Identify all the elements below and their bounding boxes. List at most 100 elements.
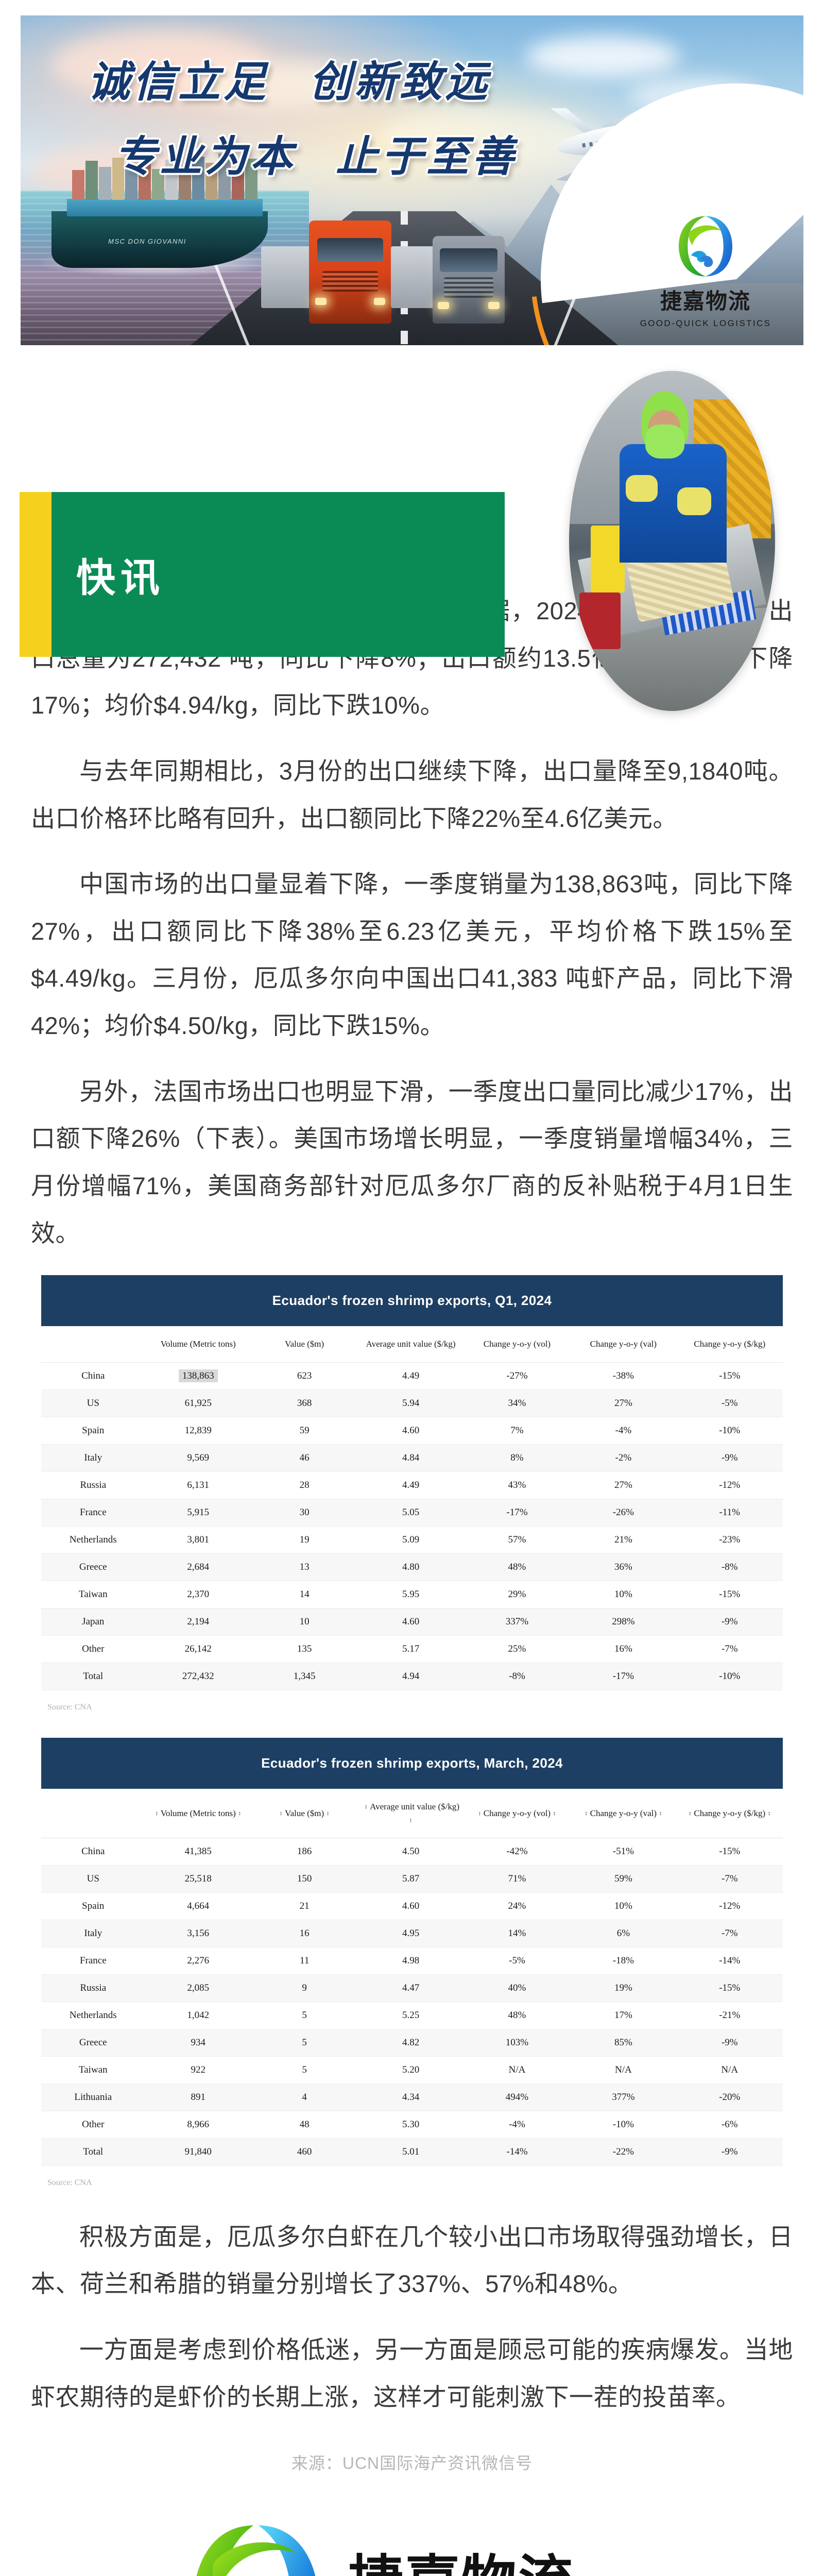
table-cell: 5 bbox=[251, 2029, 358, 2057]
table-cell: 91,840 bbox=[145, 2138, 251, 2166]
table-cell: 5.01 bbox=[357, 2138, 464, 2166]
table-row: Other 26,142 135 5.17 25% 16% -7% bbox=[41, 1635, 783, 1663]
table-cell-market: Japan bbox=[41, 1608, 145, 1636]
table-cell: 5.20 bbox=[357, 2056, 464, 2084]
table-cell-market: Netherlands bbox=[41, 1526, 145, 1554]
table-cell-market: France bbox=[41, 1499, 145, 1527]
table-cell: 24% bbox=[464, 1892, 571, 1920]
table-cell: 2,684 bbox=[145, 1553, 251, 1581]
table-cell: -23% bbox=[676, 1526, 783, 1554]
table-cell-market: China bbox=[41, 1362, 145, 1390]
table-row: Russia 2,085 9 4.47 40% 19% -15% bbox=[41, 1974, 783, 2002]
container-ship-icon: MSC DON GIOVANNI bbox=[36, 149, 278, 277]
table-row: Italy 9,569 46 4.84 8% -2% -9% bbox=[41, 1444, 783, 1472]
table-col-6[interactable]: ↕ Change y-o-y ($/kg) ↕ bbox=[676, 1788, 783, 1838]
table-cell: 2,276 bbox=[145, 1947, 251, 1975]
table-cell: 10 bbox=[251, 1608, 358, 1636]
table-col-4[interactable]: ↕ Change y-o-y (vol) ↕ bbox=[464, 1788, 571, 1838]
table-cell: 4.95 bbox=[357, 1920, 464, 1947]
photo-red-crate bbox=[579, 592, 621, 649]
table-col-1[interactable]: ↕ Volume (Metric tons) ↕ bbox=[145, 1788, 251, 1838]
worker-glove bbox=[677, 487, 711, 515]
table-col-market bbox=[41, 1788, 145, 1838]
cloud-decoration bbox=[185, 62, 371, 108]
table-header-row: Volume (Metric tons) Value ($m) Average un… bbox=[41, 1326, 783, 1363]
article-paragraph: 一方面是考虑到价格低迷，另一方面是顾忌可能的疾病爆发。当地虾农期待的是虾价的长期… bbox=[31, 2336, 793, 2411]
table-cell: 25,518 bbox=[145, 1865, 251, 1893]
truck-cab bbox=[309, 221, 391, 324]
table-cell: 4.50 bbox=[357, 1838, 464, 1866]
table-cell-market: Russia bbox=[41, 1974, 145, 2002]
table-cell: 17% bbox=[570, 2002, 677, 2029]
table-cell: 27% bbox=[570, 1389, 677, 1417]
table-row: Netherlands 1,042 5 5.25 48% 17% -21% bbox=[41, 2002, 783, 2029]
table-cell: 5 bbox=[251, 2056, 358, 2084]
banner-logo-en: GOOD-QUICK LOGISTICS bbox=[640, 318, 771, 328]
table-cell: 4.34 bbox=[357, 2083, 464, 2111]
table-cell: 623 bbox=[251, 1362, 358, 1390]
table-cell: 150 bbox=[251, 1865, 358, 1893]
table-col-1: Volume (Metric tons) bbox=[145, 1326, 251, 1363]
table-cell: -9% bbox=[676, 2138, 783, 2166]
table-cell: 40% bbox=[464, 1974, 571, 2002]
table-col-3[interactable]: ↕ Average unit value ($/kg)↕ bbox=[357, 1788, 464, 1838]
table-cell: 41,385 bbox=[145, 1838, 251, 1866]
banner-image: MSC DON GIOVANNI bbox=[21, 15, 803, 345]
table-cell: -6% bbox=[676, 2111, 783, 2139]
worker-glove bbox=[626, 475, 658, 502]
table-cell: 4.98 bbox=[357, 1947, 464, 1975]
sort-icon: ↕ bbox=[659, 1810, 662, 1817]
table-col-4: Change y-o-y (vol) bbox=[464, 1326, 571, 1363]
table-row: France 5,915 30 5.05 -17% -26% -11% bbox=[41, 1499, 783, 1527]
table-cell: 2,194 bbox=[145, 1608, 251, 1636]
shipping-containers bbox=[72, 152, 258, 200]
sort-icon: ↕ bbox=[767, 1810, 771, 1817]
table-cell: 4.49 bbox=[357, 1471, 464, 1499]
table-cell: 2,370 bbox=[145, 1581, 251, 1608]
table-cell: 135 bbox=[251, 1635, 358, 1663]
sort-icon: ↕ bbox=[409, 1817, 413, 1823]
table-title: Ecuador's frozen shrimp exports, March, … bbox=[41, 1737, 783, 1789]
table-cell: 368 bbox=[251, 1389, 358, 1417]
table-col-5: Change y-o-y (val) bbox=[570, 1326, 677, 1363]
table-cell-market: China bbox=[41, 1838, 145, 1866]
table-cell: 21 bbox=[251, 1892, 358, 1920]
table-cell: 71% bbox=[464, 1865, 571, 1893]
table-cell: 14% bbox=[464, 1920, 571, 1947]
table-cell: 5.87 bbox=[357, 1865, 464, 1893]
table-cell: -10% bbox=[570, 2111, 677, 2139]
grey-truck-icon bbox=[390, 213, 505, 324]
headline-phrase-3: 专业为本 bbox=[114, 133, 296, 180]
table-row: Japan 2,194 10 4.60 337% 298% -9% bbox=[41, 1608, 783, 1636]
table-cell: -5% bbox=[464, 1947, 571, 1975]
table-cell: -7% bbox=[676, 1865, 783, 1893]
table-cell: -9% bbox=[676, 1608, 783, 1636]
table-cell: 30 bbox=[251, 1499, 358, 1527]
table-cell: 16 bbox=[251, 1920, 358, 1947]
table-cell: 1,042 bbox=[145, 2002, 251, 2029]
table-cell: -15% bbox=[676, 1838, 783, 1866]
sort-icon: ↕ bbox=[478, 1810, 482, 1817]
table-row: China 138,863 623 4.49 -27% -38% -15% bbox=[41, 1362, 783, 1390]
table-col-2[interactable]: ↕ Value ($m) ↕ bbox=[251, 1788, 358, 1838]
table-row: Spain 12,839 59 4.60 7% -4% -10% bbox=[41, 1417, 783, 1445]
table-cell: 59% bbox=[570, 1865, 677, 1893]
table-cell-market: Total bbox=[41, 1663, 145, 1690]
table-cell: 5.30 bbox=[357, 2111, 464, 2139]
table-cell: 28 bbox=[251, 1471, 358, 1499]
ship-deck bbox=[67, 199, 263, 216]
table-title: Ecuador's frozen shrimp exports, Q1, 202… bbox=[41, 1275, 783, 1327]
banner-headline: 诚信立足 创新致远 专业为本 止于至善 bbox=[88, 47, 517, 183]
table-col-market bbox=[41, 1326, 145, 1363]
table-cell: 7% bbox=[464, 1417, 571, 1445]
table-cell: 85% bbox=[570, 2029, 677, 2057]
table-cell: -15% bbox=[676, 1581, 783, 1608]
table-cell: -21% bbox=[676, 2002, 783, 2029]
table-head: Volume (Metric tons) Value ($m) Average un… bbox=[41, 1326, 783, 1363]
table-cell: 26,142 bbox=[145, 1635, 251, 1663]
table-row: Spain 4,664 21 4.60 24% 10% -12% bbox=[41, 1892, 783, 1920]
truck-windshield bbox=[440, 248, 497, 272]
table-col-5[interactable]: ↕ Change y-o-y (val) ↕ bbox=[570, 1788, 677, 1838]
table-cell: 5.05 bbox=[357, 1499, 464, 1527]
table-cell-market: Taiwan bbox=[41, 1581, 145, 1608]
